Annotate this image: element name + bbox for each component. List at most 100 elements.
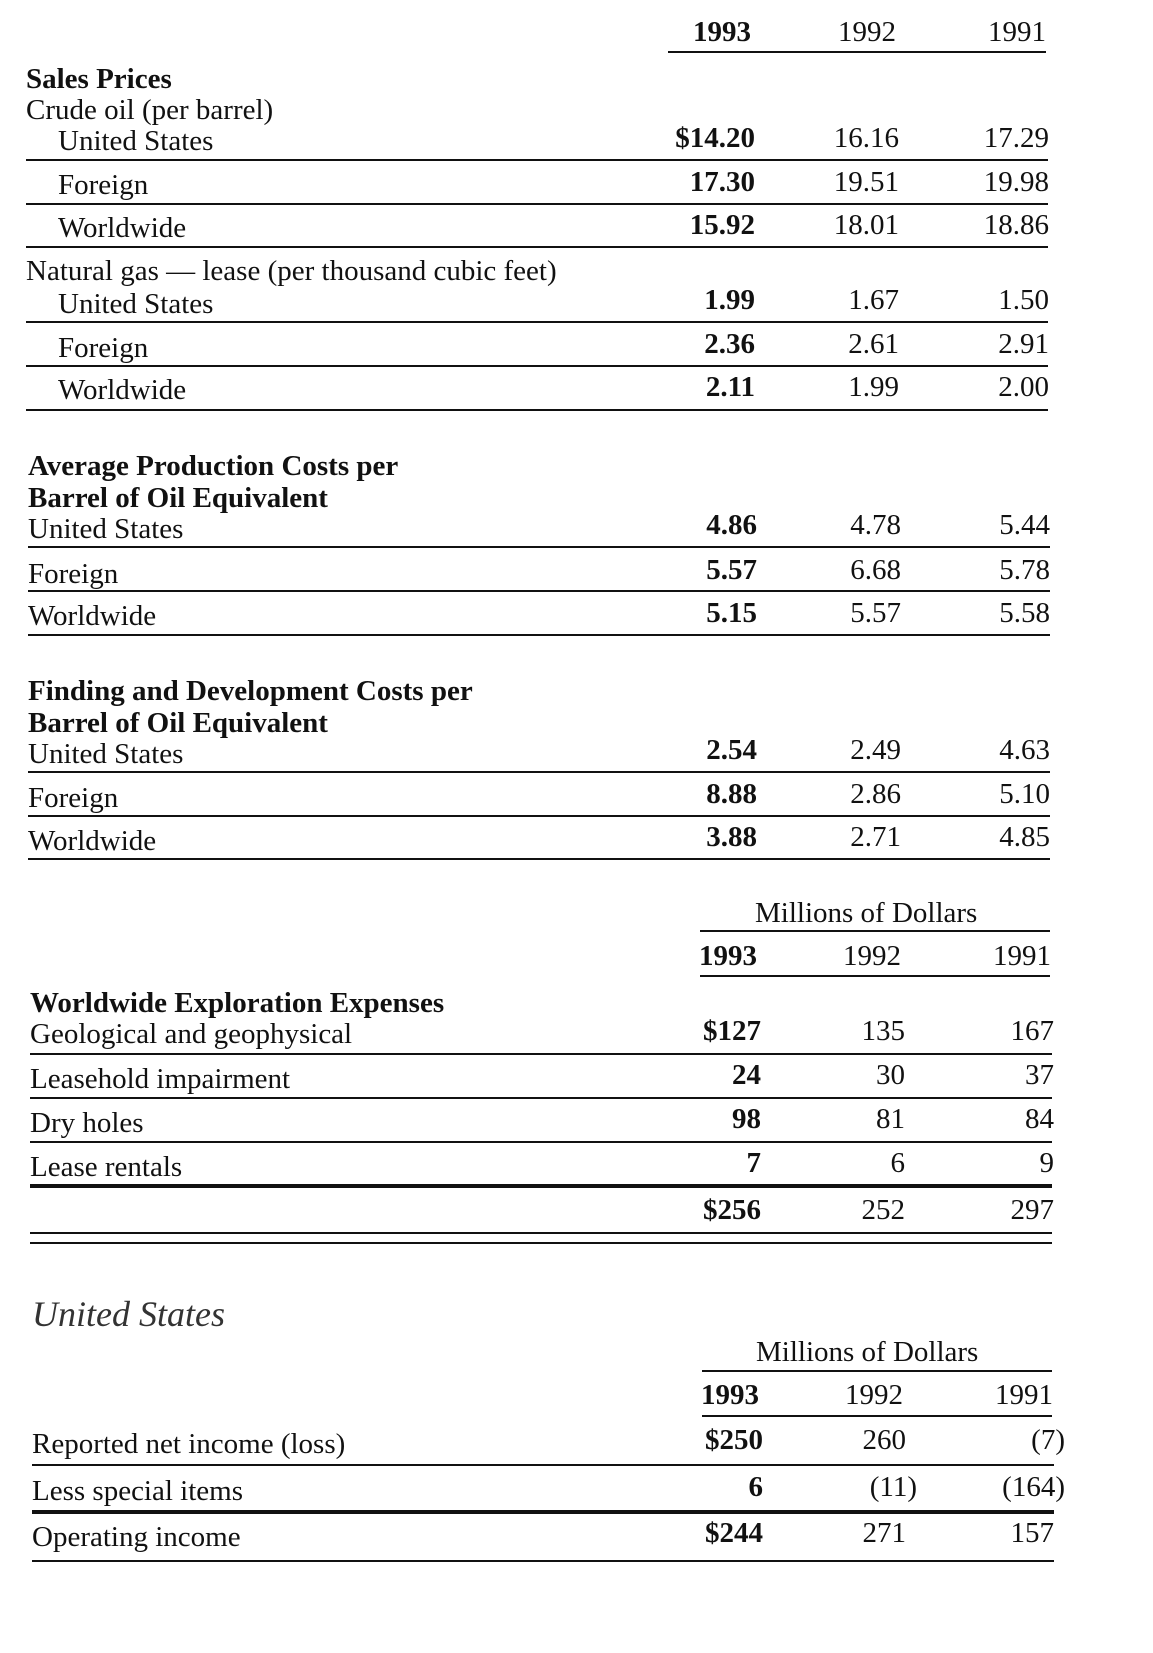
row-rule — [28, 815, 1050, 817]
value-1991: 2.00 — [998, 371, 1049, 403]
total-1992: 252 — [861, 1194, 906, 1226]
value-1991: 9 — [1039, 1147, 1055, 1179]
value-1993: $244 — [705, 1517, 763, 1549]
value-1992: 1.99 — [848, 371, 899, 403]
col-header-1993: 1993 — [693, 16, 751, 48]
united-states-title: United States — [32, 1294, 225, 1334]
value-1993: 8.88 — [706, 778, 757, 810]
natural-gas-label: Natural gas — lease (per thousand cubic … — [26, 255, 557, 287]
row-label: Geological and geophysical — [30, 1018, 353, 1050]
production-costs-heading: Average Production Costs per — [28, 450, 399, 482]
col-header-rule — [700, 975, 1050, 977]
row-rule — [28, 590, 1050, 592]
units-rule — [702, 1370, 1052, 1372]
row-label: Foreign — [58, 332, 149, 364]
value-1992: 16.16 — [833, 122, 899, 154]
total-rule — [30, 1184, 1052, 1188]
value-1993: 2.36 — [704, 328, 755, 360]
units-rule — [700, 930, 1050, 932]
value-1993: $250 — [705, 1424, 763, 1456]
exploration-col-1991: 1991 — [993, 940, 1051, 972]
value-1991: 84 — [1025, 1103, 1054, 1135]
value-1991: 157 — [1010, 1517, 1055, 1549]
value-1993: 4.86 — [706, 509, 757, 541]
value-1993: $14.20 — [675, 122, 755, 154]
value-1992: 2.49 — [850, 734, 901, 766]
value-1991: 5.44 — [999, 509, 1050, 541]
col-header-1992: 1992 — [838, 16, 896, 48]
row-rule — [28, 858, 1050, 860]
exploration-col-1992: 1992 — [843, 940, 901, 972]
value-1993: 7 — [746, 1147, 762, 1179]
value-1992: 271 — [862, 1517, 907, 1549]
row-label: Less special items — [32, 1475, 244, 1507]
value-1992: 4.78 — [850, 509, 901, 541]
value-1992: 19.51 — [833, 166, 899, 198]
value-1992: 2.71 — [850, 821, 901, 853]
row-label: Dry holes — [30, 1107, 144, 1139]
value-1993: 2.54 — [706, 734, 757, 766]
row-label: Foreign — [58, 169, 149, 201]
value-1993: 1.99 — [704, 284, 755, 316]
value-1992: 135 — [861, 1015, 906, 1047]
value-1993: 3.88 — [706, 821, 757, 853]
col-header-rule — [702, 1415, 1052, 1417]
row-label: Reported net income (loss) — [32, 1428, 346, 1460]
value-1991: (164) — [1002, 1471, 1065, 1503]
us-col-1992: 1992 — [845, 1379, 903, 1411]
col-header-1991: 1991 — [988, 16, 1046, 48]
value-1992: 6 — [890, 1147, 906, 1179]
exploration-heading: Worldwide Exploration Expenses — [30, 987, 445, 1019]
value-1991: 5.78 — [999, 554, 1050, 586]
value-1991: 5.58 — [999, 597, 1050, 629]
row-label: Foreign — [28, 782, 119, 814]
value-1993: 5.15 — [706, 597, 757, 629]
row-label: Worldwide — [28, 600, 157, 632]
value-1992: 5.57 — [850, 597, 901, 629]
row-label: Lease rentals — [30, 1151, 183, 1183]
row-rule — [30, 1053, 1052, 1055]
row-label: United States — [28, 738, 184, 770]
value-1991: 2.91 — [998, 328, 1049, 360]
value-1992: (11) — [869, 1471, 917, 1503]
sales-prices-heading: Sales Prices — [26, 63, 172, 95]
value-1993: 15.92 — [689, 209, 755, 241]
row-label: Foreign — [28, 558, 119, 590]
value-1992: 81 — [876, 1103, 905, 1135]
value-1991: 17.29 — [983, 122, 1049, 154]
row-label: United States — [28, 513, 184, 545]
value-1993: 98 — [732, 1103, 761, 1135]
value-1991: 1.50 — [998, 284, 1049, 316]
value-1992: 6.68 — [850, 554, 901, 586]
row-rule — [30, 1141, 1052, 1143]
double-rule-bottom — [30, 1242, 1052, 1244]
value-1992: 30 — [876, 1059, 905, 1091]
value-1993: 5.57 — [706, 554, 757, 586]
row-label: Leasehold impairment — [30, 1063, 291, 1095]
col-header-rule — [668, 51, 1046, 53]
row-label: Worldwide — [58, 212, 187, 244]
value-1993: $127 — [703, 1015, 761, 1047]
total-1991: 297 — [1010, 1194, 1055, 1226]
value-1991: 4.85 — [999, 821, 1050, 853]
value-1993: 2.11 — [705, 371, 755, 403]
value-1991: 19.98 — [983, 166, 1049, 198]
row-rule — [26, 365, 1048, 367]
row-rule — [28, 771, 1050, 773]
value-1991: 18.86 — [983, 209, 1049, 241]
row-label: Operating income — [32, 1521, 241, 1553]
exploration-col-1993: 1993 — [699, 940, 757, 972]
value-1992: 1.67 — [848, 284, 899, 316]
row-label: Worldwide — [28, 825, 157, 857]
us-units: Millions of Dollars — [756, 1336, 979, 1368]
bottom-rule — [32, 1560, 1054, 1562]
us-col-1993: 1993 — [701, 1379, 759, 1411]
finding-costs-heading: Finding and Development Costs per — [28, 675, 473, 707]
subtotal-rule — [32, 1510, 1054, 1514]
us-col-1991: 1991 — [995, 1379, 1053, 1411]
row-label: United States — [58, 288, 214, 320]
value-1992: 2.61 — [848, 328, 899, 360]
exploration-units: Millions of Dollars — [755, 897, 978, 929]
row-label: Worldwide — [58, 374, 187, 406]
row-rule — [26, 246, 1048, 248]
